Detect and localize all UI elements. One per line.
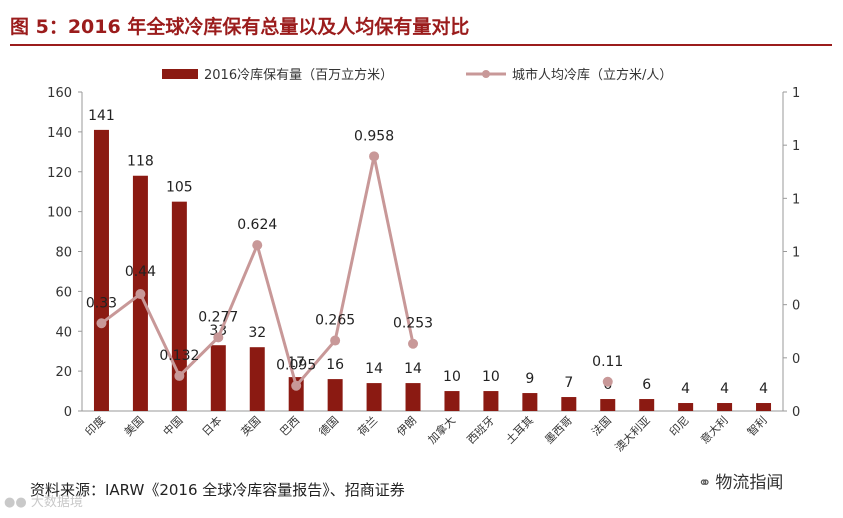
- y-right-tick-label: 1: [792, 246, 800, 261]
- y-right-tick-label: 1: [792, 86, 800, 101]
- source-note: 资料来源：IARW《2016 全球冷库容量报告》、招商证券: [30, 481, 405, 499]
- bar: [561, 397, 577, 411]
- bar: [327, 379, 343, 411]
- bar-value-label: 10: [443, 369, 461, 385]
- x-tick-label: 英国: [238, 413, 263, 438]
- x-tick-label: 日本: [199, 413, 224, 438]
- bar-value-label: 32: [248, 325, 266, 341]
- bar: [678, 403, 694, 411]
- title-divider: [10, 44, 832, 46]
- x-tick-label: 荷兰: [355, 414, 380, 439]
- y-left-tick-label: 20: [55, 365, 72, 380]
- bar-value-label: 4: [759, 381, 768, 397]
- watermark-right: ⚭ 物流指闻: [698, 468, 783, 493]
- watermark-left: ●● 大数据境: [4, 491, 83, 510]
- line-point: [369, 151, 380, 162]
- wechat-icon: ⚭: [698, 473, 712, 492]
- y-left-tick-label: 0: [64, 405, 72, 420]
- y-left-tick-label: 80: [55, 246, 72, 261]
- bar: [210, 345, 226, 411]
- x-tick-label: 智利: [744, 413, 769, 438]
- bar-value-label: 9: [525, 371, 534, 387]
- line-value-label: 0.277: [198, 309, 238, 325]
- line-value-label: 0.095: [276, 358, 316, 374]
- line-value-label: 0.44: [125, 264, 156, 280]
- bar: [756, 403, 772, 411]
- y-right-tick-label: 0: [792, 352, 800, 367]
- line-point: [330, 335, 341, 346]
- bar: [93, 129, 109, 411]
- bar: [405, 383, 421, 411]
- bar: [444, 391, 460, 411]
- y-right-tick-label: 0: [792, 299, 800, 314]
- x-tick-label: 法国: [588, 413, 613, 438]
- chart-title: 图 5：2016 年全球冷库保有总量以及人均保有量对比: [10, 16, 470, 38]
- bar-value-label: 118: [127, 154, 154, 170]
- y-right-tick-label: 1: [792, 192, 800, 207]
- legend-bar-label: 2016冷库保有量（百万立方米）: [204, 67, 393, 83]
- bar: [600, 399, 616, 411]
- y-left-tick-label: 40: [55, 325, 72, 340]
- line-point: [602, 376, 613, 387]
- x-tick-label: 意大利: [697, 413, 730, 446]
- watermark-left-text: 大数据境: [30, 495, 83, 510]
- bar-value-label: 14: [404, 361, 422, 377]
- line-value-label: 0.11: [592, 354, 623, 370]
- y-left-tick-label: 60: [55, 285, 72, 300]
- bar-value-label: 16: [326, 357, 344, 373]
- line-value-label: 0.958: [354, 128, 394, 144]
- line-value-label: 0.33: [86, 295, 117, 311]
- y-right-tick-label: 0: [792, 405, 800, 420]
- line-point: [291, 380, 302, 391]
- bar-value-label: 14: [365, 361, 383, 377]
- watermark-right-text: 物流指闻: [715, 473, 784, 493]
- y-right-tick-label: 1: [792, 139, 800, 154]
- x-tick-label: 墨西哥: [542, 414, 575, 447]
- line-point: [252, 240, 263, 251]
- bar-value-label: 4: [720, 381, 729, 397]
- bar: [717, 403, 733, 411]
- x-tick-label: 巴西: [278, 414, 303, 439]
- line-point: [213, 332, 224, 343]
- y-left-tick-label: 100: [47, 206, 72, 221]
- line-point: [135, 289, 146, 300]
- x-tick-label: 澳大利亚: [612, 413, 653, 454]
- x-tick-label: 伊朗: [394, 414, 419, 439]
- bar-value-label: 4: [681, 381, 690, 397]
- x-tick-label: 中国: [161, 414, 186, 439]
- legend-bar-swatch: [162, 69, 198, 79]
- bar: [639, 399, 655, 411]
- bar: [522, 393, 538, 411]
- x-tick-label: 印尼: [667, 414, 692, 439]
- watermark-logo-icon: ●●: [4, 495, 31, 510]
- bar: [171, 201, 187, 411]
- bar-value-label: 6: [642, 377, 651, 393]
- y-left-tick-label: 140: [47, 126, 72, 141]
- bar-value-label: 10: [482, 369, 500, 385]
- x-tick-label: 加拿大: [425, 413, 458, 446]
- line-point: [408, 338, 419, 349]
- line-value-label: 0.253: [393, 316, 433, 332]
- x-tick-label: 德国: [316, 413, 341, 438]
- y-left-tick-label: 120: [47, 166, 72, 181]
- bar: [249, 347, 265, 411]
- bar: [483, 391, 499, 411]
- bar-value-label: 141: [88, 108, 115, 124]
- line-point: [174, 370, 185, 381]
- x-tick-label: 印度: [82, 413, 107, 438]
- x-tick-label: 土耳其: [503, 414, 536, 447]
- line-value-label: 0.132: [159, 348, 199, 364]
- legend-line-label: 城市人均冷库（立方米/人）: [512, 67, 672, 83]
- line-value-label: 0.624: [237, 217, 277, 233]
- x-tick-label: 西班牙: [465, 414, 498, 447]
- bar-value-label: 7: [564, 375, 573, 391]
- line-point: [96, 318, 107, 329]
- line-value-label: 0.265: [315, 313, 355, 329]
- bar: [366, 383, 382, 411]
- x-tick-label: 美国: [122, 414, 147, 439]
- y-left-tick-label: 160: [47, 86, 72, 101]
- bar-value-label: 105: [166, 180, 193, 196]
- legend-line-marker: [482, 70, 490, 78]
